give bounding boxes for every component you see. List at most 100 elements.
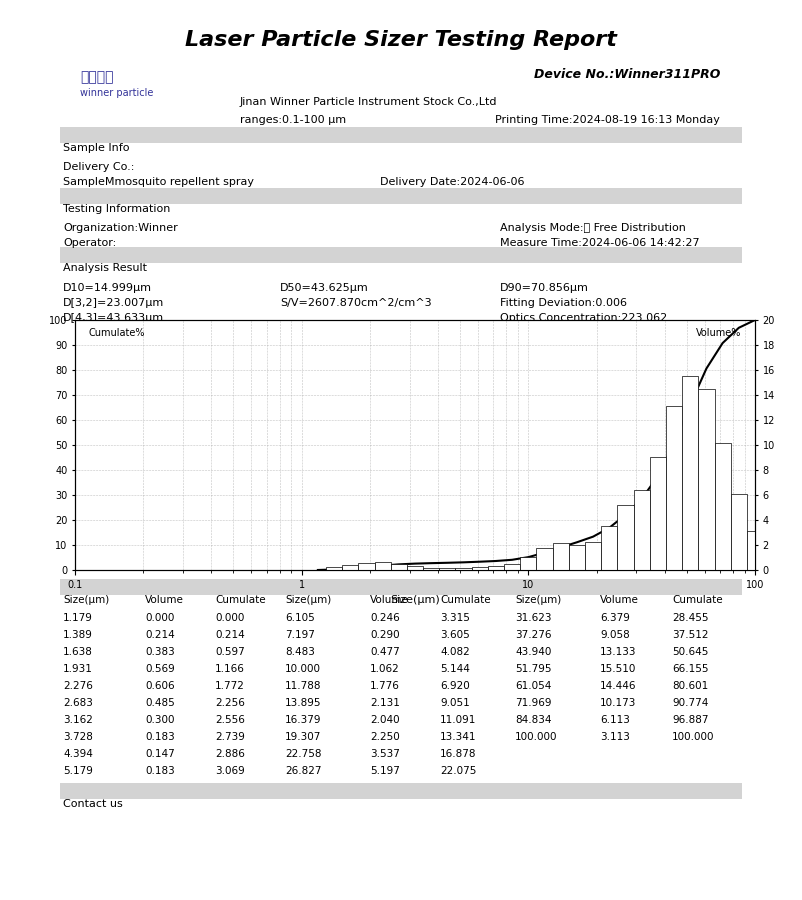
Text: 22.075: 22.075 — [440, 766, 476, 776]
Bar — [439, 568, 456, 570]
Bar — [342, 565, 358, 570]
Text: 10.173: 10.173 — [600, 698, 636, 708]
Text: 2.739: 2.739 — [215, 732, 245, 742]
Text: 11.788: 11.788 — [285, 681, 322, 691]
Text: Device No.:Winner311PRO: Device No.:Winner311PRO — [533, 68, 720, 81]
Text: Cumulate: Cumulate — [440, 595, 491, 605]
Text: D10=14.999μm: D10=14.999μm — [63, 283, 152, 293]
Text: 2.256: 2.256 — [215, 698, 245, 708]
Text: 100.000: 100.000 — [672, 732, 715, 742]
Bar — [747, 531, 763, 570]
Text: D[4,3]=43.633μm: D[4,3]=43.633μm — [63, 313, 164, 323]
Text: Sample Info: Sample Info — [63, 143, 129, 153]
Text: 1.166: 1.166 — [215, 664, 245, 674]
Text: ranges:0.1-100 μm: ranges:0.1-100 μm — [240, 115, 346, 125]
Bar — [60, 70, 215, 125]
Text: 2.040: 2.040 — [370, 715, 399, 725]
Bar — [407, 566, 423, 570]
X-axis label: Size(μm): Size(μm) — [390, 595, 439, 606]
Text: 19.307: 19.307 — [285, 732, 322, 742]
Bar — [634, 491, 650, 570]
Text: 0.290: 0.290 — [370, 630, 399, 640]
Bar — [585, 542, 602, 570]
Text: 0.597: 0.597 — [215, 647, 245, 657]
Text: 13.133: 13.133 — [600, 647, 637, 657]
Bar — [553, 544, 569, 570]
Text: 8.483: 8.483 — [285, 647, 315, 657]
Bar — [60, 188, 742, 204]
Text: 1.931: 1.931 — [63, 664, 93, 674]
Text: 0.000: 0.000 — [145, 613, 174, 623]
Text: Cumulate: Cumulate — [215, 595, 265, 605]
Text: 43.940: 43.940 — [515, 647, 552, 657]
Bar — [602, 526, 618, 570]
Bar — [423, 568, 439, 570]
Text: 0.214: 0.214 — [145, 630, 175, 640]
Bar — [391, 564, 407, 570]
Text: 31.623: 31.623 — [515, 613, 552, 623]
Text: 6.379: 6.379 — [600, 613, 630, 623]
Text: 2.886: 2.886 — [215, 749, 245, 759]
Text: 15.510: 15.510 — [600, 664, 636, 674]
Text: 14.446: 14.446 — [600, 681, 637, 691]
Text: 61.054: 61.054 — [515, 681, 552, 691]
Text: 3.069: 3.069 — [215, 766, 245, 776]
Text: 5.197: 5.197 — [370, 766, 400, 776]
Text: 22.758: 22.758 — [285, 749, 322, 759]
Bar — [650, 457, 666, 570]
Text: 0.383: 0.383 — [145, 647, 175, 657]
Text: 3.113: 3.113 — [600, 732, 630, 742]
Text: Volume: Volume — [370, 595, 409, 605]
Text: S/V=2607.870cm^2/cm^3: S/V=2607.870cm^2/cm^3 — [280, 298, 431, 308]
Text: Operator:: Operator: — [63, 238, 116, 248]
Text: 50.645: 50.645 — [672, 647, 708, 657]
Bar — [375, 562, 391, 570]
Text: 13.895: 13.895 — [285, 698, 322, 708]
Text: 37.276: 37.276 — [515, 630, 552, 640]
Text: 0.246: 0.246 — [370, 613, 399, 623]
Text: 10.000: 10.000 — [285, 664, 321, 674]
Text: SampleMmosquito repellent spray: SampleMmosquito repellent spray — [63, 177, 254, 187]
Text: 微纳颗粒: 微纳颗粒 — [80, 70, 114, 84]
Text: Testing Information: Testing Information — [63, 204, 170, 214]
Text: 1.776: 1.776 — [370, 681, 400, 691]
Text: 0.183: 0.183 — [145, 732, 175, 742]
Bar — [326, 567, 342, 570]
Text: D90=70.856μm: D90=70.856μm — [500, 283, 589, 293]
Text: 2.276: 2.276 — [63, 681, 93, 691]
Text: Size(μm): Size(μm) — [63, 595, 109, 605]
Text: 16.379: 16.379 — [285, 715, 322, 725]
Text: 2.556: 2.556 — [215, 715, 245, 725]
Bar — [715, 443, 731, 570]
Text: 1.389: 1.389 — [63, 630, 93, 640]
Bar — [683, 376, 699, 570]
Text: 16.878: 16.878 — [440, 749, 476, 759]
Text: Analysis Result: Analysis Result — [63, 263, 147, 273]
Text: 26.827: 26.827 — [285, 766, 322, 776]
Text: 4.082: 4.082 — [440, 647, 470, 657]
Text: 0.300: 0.300 — [145, 715, 175, 725]
Text: 11.091: 11.091 — [440, 715, 476, 725]
Text: Organization:Winner: Organization:Winner — [63, 223, 178, 233]
Bar — [520, 557, 537, 570]
Text: 2.250: 2.250 — [370, 732, 399, 742]
Text: 80.601: 80.601 — [672, 681, 708, 691]
Text: winner particle: winner particle — [80, 88, 153, 98]
Text: 66.155: 66.155 — [672, 664, 708, 674]
Text: Volume: Volume — [600, 595, 639, 605]
Bar — [358, 562, 375, 570]
Text: 5.144: 5.144 — [440, 664, 470, 674]
Text: 0.606: 0.606 — [145, 681, 175, 691]
Text: 6.113: 6.113 — [600, 715, 630, 725]
Text: 3.537: 3.537 — [370, 749, 400, 759]
Text: Cumulate: Cumulate — [672, 595, 723, 605]
Text: 1.062: 1.062 — [370, 664, 399, 674]
Bar — [618, 505, 634, 570]
Bar — [537, 548, 553, 570]
Text: 0.477: 0.477 — [370, 647, 399, 657]
Text: Optics Concentration:223.062: Optics Concentration:223.062 — [500, 313, 667, 323]
Text: Size(μm): Size(μm) — [285, 595, 331, 605]
Text: 3.728: 3.728 — [63, 732, 93, 742]
Text: 0.569: 0.569 — [145, 664, 175, 674]
Bar — [60, 127, 742, 143]
